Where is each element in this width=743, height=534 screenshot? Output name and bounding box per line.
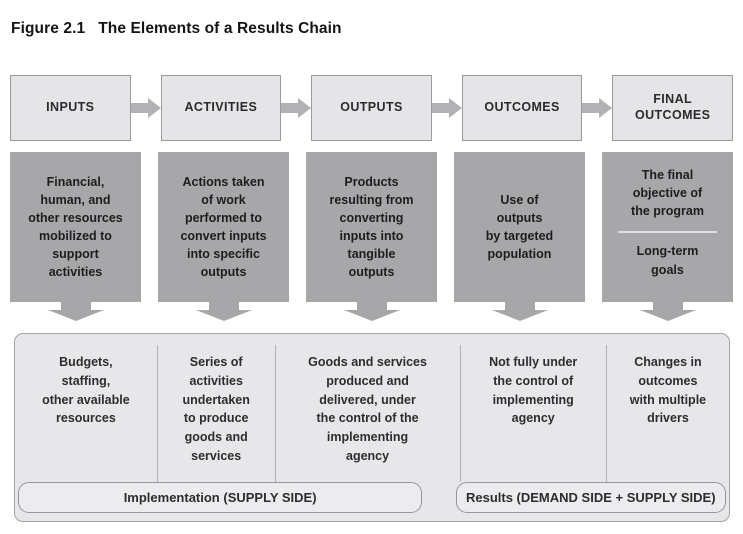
footer-label-row: Implementation (SUPPLY SIDE) Results (DE… [15, 482, 729, 521]
down-arrow-icon [343, 302, 400, 321]
arrow-gap [431, 75, 462, 141]
down-arrow-icon [491, 302, 548, 321]
down-arrow-cell [10, 302, 141, 321]
down-arrow-cell [306, 302, 437, 321]
right-arrow-icon [281, 98, 312, 118]
figure-number: Figure 2.1 [11, 20, 86, 37]
stage-box-outcomes: OUTCOMES [461, 75, 583, 141]
stage-definition-row: Financial, human, and other resources mo… [10, 152, 733, 302]
definition-outcomes: Use of outputs by targeted population [454, 152, 585, 302]
long-term-goals-text: Long-term goals [636, 244, 699, 277]
definition-outputs: Products resulting from converting input… [306, 152, 437, 302]
results-chain-figure: Figure 2.1 The Elements of a Results Cha… [10, 20, 733, 522]
definition-inputs: Financial, human, and other resources mo… [10, 152, 141, 302]
down-arrow-cell [454, 302, 585, 321]
arrow-gap [130, 75, 161, 141]
definition-activities: Actions taken of work performed to conve… [158, 152, 289, 302]
result-outputs: Goods and services produced and delivere… [276, 345, 461, 482]
figure-title: Figure 2.1 The Elements of a Results Cha… [11, 20, 733, 38]
down-arrow-icon [47, 302, 104, 321]
right-arrow-icon [582, 98, 613, 118]
results-panel: Budgets, staffing, other available resou… [14, 333, 730, 522]
right-arrow-icon [130, 98, 161, 118]
right-arrow-icon [431, 98, 462, 118]
stage-box-inputs: INPUTS [10, 75, 131, 141]
results-columns: Budgets, staffing, other available resou… [15, 334, 729, 482]
results-demand-supply-side-label: Results (DEMAND SIDE + SUPPLY SIDE) [455, 482, 726, 513]
down-arrow-icon [639, 302, 696, 321]
down-arrow-cell [602, 302, 733, 321]
stage-box-activities: ACTIVITIES [160, 75, 282, 141]
figure-caption: The Elements of a Results Chain [98, 20, 342, 37]
down-arrow-icon [195, 302, 252, 321]
stage-box-final-outcomes: FINAL OUTCOMES [612, 75, 733, 141]
down-arrow-row [10, 302, 733, 321]
result-outcomes: Not fully under the control of implement… [461, 345, 607, 482]
arrow-gap [582, 75, 613, 141]
final-objective-text: The final objective of the program [631, 168, 704, 219]
arrow-gap [281, 75, 312, 141]
stage-header-row: INPUTS ACTIVITIES OUTPUTS OUTCOMES FINAL… [10, 75, 733, 141]
definition-final-outcomes: The final objective of the program Long-… [602, 152, 733, 302]
implementation-supply-side-label: Implementation (SUPPLY SIDE) [18, 482, 423, 513]
down-arrow-cell [158, 302, 289, 321]
result-final-outcomes: Changes in outcomes with multiple driver… [629, 355, 707, 426]
result-activities: Series of activities undertaken to produ… [158, 345, 276, 482]
result-inputs: Budgets, staffing, other available resou… [15, 345, 158, 482]
divider-line [617, 231, 718, 234]
stage-box-outputs: OUTPUTS [311, 75, 432, 141]
